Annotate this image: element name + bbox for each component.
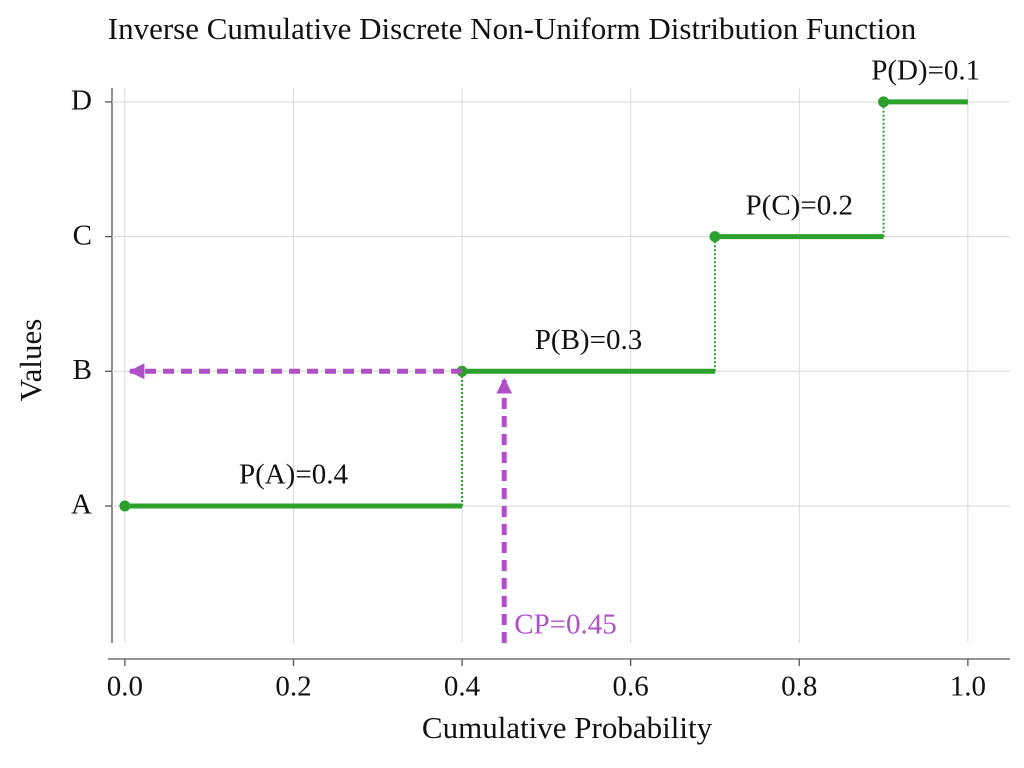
chart-title: Inverse Cumulative Discrete Non-Uniform … <box>108 11 917 46</box>
y-tick-label: D <box>71 85 92 117</box>
step-point <box>709 231 721 243</box>
step-point <box>119 500 131 512</box>
x-axis-label: Cumulative Probability <box>422 710 713 745</box>
y-tick-label: A <box>71 489 92 521</box>
x-tick-label: 0.4 <box>444 671 481 703</box>
y-axis-label: Values <box>13 319 48 402</box>
x-tick-label: 0.6 <box>613 671 649 703</box>
x-tick-label: 0.0 <box>107 671 143 703</box>
step-annotation: P(A)=0.4 <box>239 459 348 491</box>
y-tick-label: B <box>73 354 92 386</box>
x-tick-label: 1.0 <box>950 671 986 703</box>
y-tick-label: C <box>73 219 92 251</box>
x-tick-label: 0.8 <box>781 671 817 703</box>
step-annotation: P(D)=0.1 <box>871 55 980 87</box>
step-annotation: P(B)=0.3 <box>535 324 642 356</box>
cp-label: CP=0.45 <box>514 609 617 641</box>
step-annotation: P(C)=0.2 <box>746 189 853 221</box>
x-tick-label: 0.2 <box>275 671 311 703</box>
step-point <box>878 96 890 108</box>
